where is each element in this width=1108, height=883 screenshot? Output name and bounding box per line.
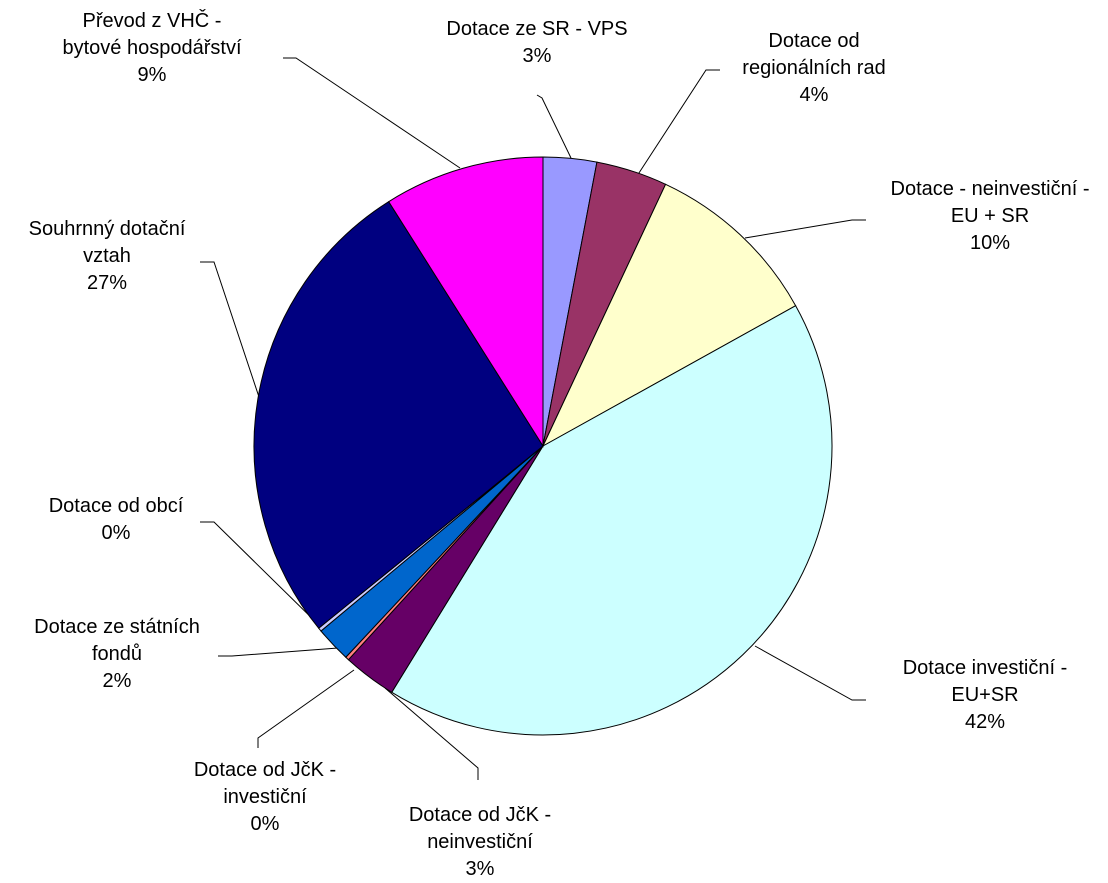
leader-line — [283, 57, 461, 169]
value-label: 2% — [102, 670, 132, 692]
leader-line — [536, 94, 572, 159]
value-label: 4% — [799, 84, 829, 106]
leader-line — [744, 219, 866, 239]
category-label: Dotace - neinvestiční - EU + SR — [890, 178, 1090, 227]
slice-label: Dotace od JčK - investiční 0% — [178, 757, 353, 838]
category-label: Dotace ze SR - VPS — [446, 18, 628, 40]
slice-label: Dotace - neinvestiční - EU + SR 10% — [874, 176, 1106, 257]
slice-label: Dotace od regionálních rad 4% — [739, 28, 889, 109]
leader-line — [200, 261, 271, 431]
value-label: 9% — [137, 64, 167, 86]
pie-slice — [253, 200, 544, 629]
pie-slice — [388, 156, 544, 448]
category-label: Dotace ze státních fondů — [34, 616, 200, 665]
category-label: Dotace od JčK - neinvestiční — [408, 804, 552, 853]
slice-label: Souhrnný dotační vztah 27% — [17, 216, 197, 297]
leader-line — [200, 521, 325, 631]
category-label: Souhrnný dotační vztah — [28, 218, 186, 267]
slice-label: Dotace ze státních fondů 2% — [17, 614, 217, 695]
category-label: Dotace investiční - EU+SR — [902, 657, 1068, 706]
value-label: 27% — [86, 272, 128, 294]
pie-slice — [391, 305, 833, 736]
leader-line — [218, 647, 339, 657]
value-label: 10% — [969, 232, 1011, 254]
category-label: Dotace od obcí — [48, 495, 184, 517]
slice-label: Dotace investiční - EU+SR 42% — [885, 655, 1085, 736]
leader-line — [636, 69, 720, 177]
slices — [253, 156, 833, 736]
category-label: Převod z VHČ - bytové hospodářství — [62, 10, 242, 59]
pie-slice — [541, 183, 797, 448]
value-label: 3% — [465, 858, 495, 880]
value-label: 0% — [101, 522, 131, 544]
leader-line — [257, 669, 355, 748]
slice-label: Dotace od obcí 0% — [21, 493, 211, 547]
category-label: Dotace od JčK - investiční — [193, 759, 337, 808]
slice-label: Dotace od JčK - neinvestiční 3% — [393, 802, 568, 883]
slice-label: Dotace ze SR - VPS 3% — [407, 16, 667, 70]
leader-line — [384, 687, 479, 780]
slice-label: Převod z VHČ - bytové hospodářství 9% — [52, 8, 252, 89]
value-label: 42% — [964, 711, 1006, 733]
category-label: Dotace od regionálních rad — [742, 30, 886, 79]
value-label: 3% — [522, 45, 552, 67]
leader-line — [754, 645, 866, 701]
value-label: 0% — [250, 813, 280, 835]
leader-lines — [200, 57, 866, 780]
